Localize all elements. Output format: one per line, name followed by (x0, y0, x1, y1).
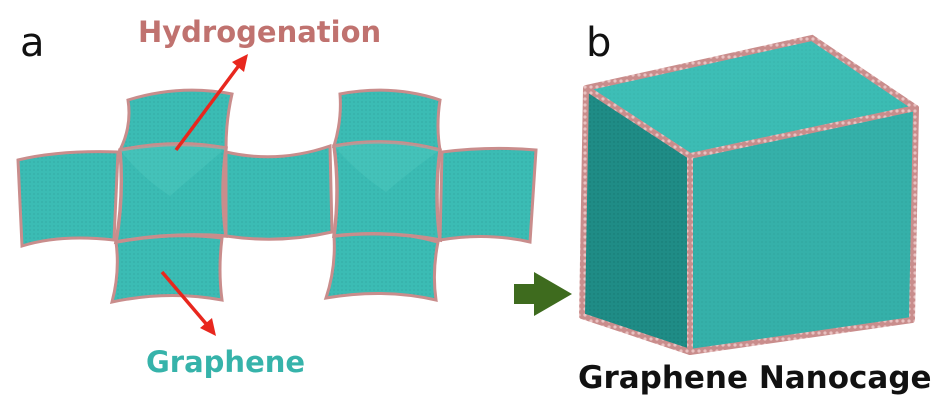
red-arrow-icon (174, 54, 248, 152)
nanocage-left-face (582, 88, 690, 352)
hydrogenation-label: Hydrogenation (138, 15, 381, 49)
right-square-sheet (331, 140, 443, 243)
lower-left-flap (109, 234, 224, 304)
right-square-shade (334, 141, 440, 192)
hydrogenated-edges (579, 34, 919, 355)
middle-bridge-sheet (224, 143, 334, 241)
green-arrow-icon (514, 272, 572, 316)
left-square-shade (120, 144, 226, 196)
left-wing-sheet (16, 150, 120, 249)
nanocage-right-face (690, 108, 916, 352)
graphene-nanocage-box (579, 34, 919, 355)
graphene-sheet-network (16, 88, 538, 304)
red-arrow-icon (160, 270, 216, 336)
lower-right-flap (323, 231, 440, 302)
graphene-label: Graphene (146, 345, 305, 379)
panel-letter-a: a (20, 20, 45, 66)
nanocage-label: Graphene Nanocage (578, 360, 932, 396)
panel-letter-b: b (586, 20, 611, 66)
left-square-sheet (113, 142, 229, 245)
right-wing-sheet (438, 146, 538, 244)
